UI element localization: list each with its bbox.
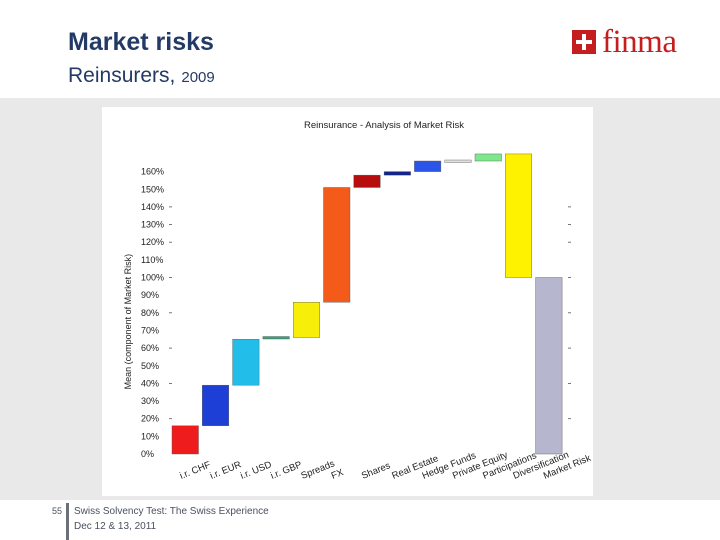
x-tick-label: Shares bbox=[360, 460, 392, 482]
y-tick-label: 30% bbox=[141, 396, 159, 406]
x-tick-label: i.r. EUR bbox=[209, 459, 244, 482]
bar-hedge-funds bbox=[414, 160, 442, 172]
finma-logo: finma bbox=[572, 22, 677, 62]
page-number: 55 bbox=[52, 506, 63, 516]
y-tick-label: 50% bbox=[141, 361, 159, 371]
swiss-cross-icon bbox=[572, 30, 596, 54]
y-tick-label: 70% bbox=[141, 325, 159, 335]
slide-subtitle: Reinsurers, 2009 bbox=[68, 64, 215, 88]
bar-shares bbox=[353, 174, 381, 188]
x-tick-label: FX bbox=[330, 467, 346, 482]
y-tick-label: 120% bbox=[141, 237, 164, 247]
bar-i-r-chf bbox=[171, 425, 199, 455]
y-tick-label: 80% bbox=[141, 308, 159, 318]
y-tick-label: 90% bbox=[141, 290, 159, 300]
bar-diversification bbox=[505, 153, 532, 278]
y-tick-label: 60% bbox=[141, 343, 159, 353]
slide-title: Market risks bbox=[68, 28, 214, 56]
bar-i-r-eur bbox=[202, 384, 230, 426]
footer-divider bbox=[66, 503, 69, 540]
bar-i-r-gbp bbox=[262, 336, 290, 340]
y-tick-label: 150% bbox=[141, 184, 164, 194]
y-tick-label: 130% bbox=[141, 220, 164, 230]
footer-date: Dec 12 & 13, 2011 bbox=[74, 521, 157, 532]
y-tick-label: 140% bbox=[141, 202, 164, 212]
y-tick-label: 0% bbox=[141, 449, 154, 459]
bar-fx bbox=[323, 187, 351, 303]
y-tick-label: 40% bbox=[141, 378, 159, 388]
bar-participations bbox=[474, 153, 502, 162]
y-tick-label: 110% bbox=[141, 255, 163, 265]
x-tick-label: i.r. USD bbox=[239, 459, 274, 482]
bar-spreads bbox=[292, 302, 320, 338]
y-axis-label: Mean (component of Market Risk) bbox=[123, 254, 133, 390]
chart-title: Reinsurance - Analysis of Market Risk bbox=[304, 120, 464, 131]
chart-panel: Reinsurance - Analysis of Market Risk Mea… bbox=[102, 107, 593, 496]
y-tick-label: 20% bbox=[141, 414, 159, 424]
subtitle-text: Reinsurers, bbox=[68, 64, 176, 87]
bar-i-r-usd bbox=[232, 339, 260, 386]
bar-private-equity bbox=[444, 159, 472, 163]
y-tick-label: 160% bbox=[141, 167, 164, 177]
bar-market-risk bbox=[535, 277, 563, 455]
y-tick-label: 100% bbox=[141, 273, 164, 283]
subtitle-year: 2009 bbox=[181, 69, 215, 86]
logo-wordmark: finma bbox=[602, 23, 677, 60]
bar-real-estate bbox=[383, 171, 411, 176]
footer-event: Swiss Solvency Test: The Swiss Experienc… bbox=[74, 506, 269, 517]
y-tick-label: 10% bbox=[141, 431, 159, 441]
x-tick-label: i.r. GBP bbox=[269, 459, 303, 481]
x-tick-label: i.r. CHF bbox=[178, 459, 212, 481]
waterfall-chart: Reinsurance - Analysis of Market Risk Mea… bbox=[123, 120, 593, 482]
